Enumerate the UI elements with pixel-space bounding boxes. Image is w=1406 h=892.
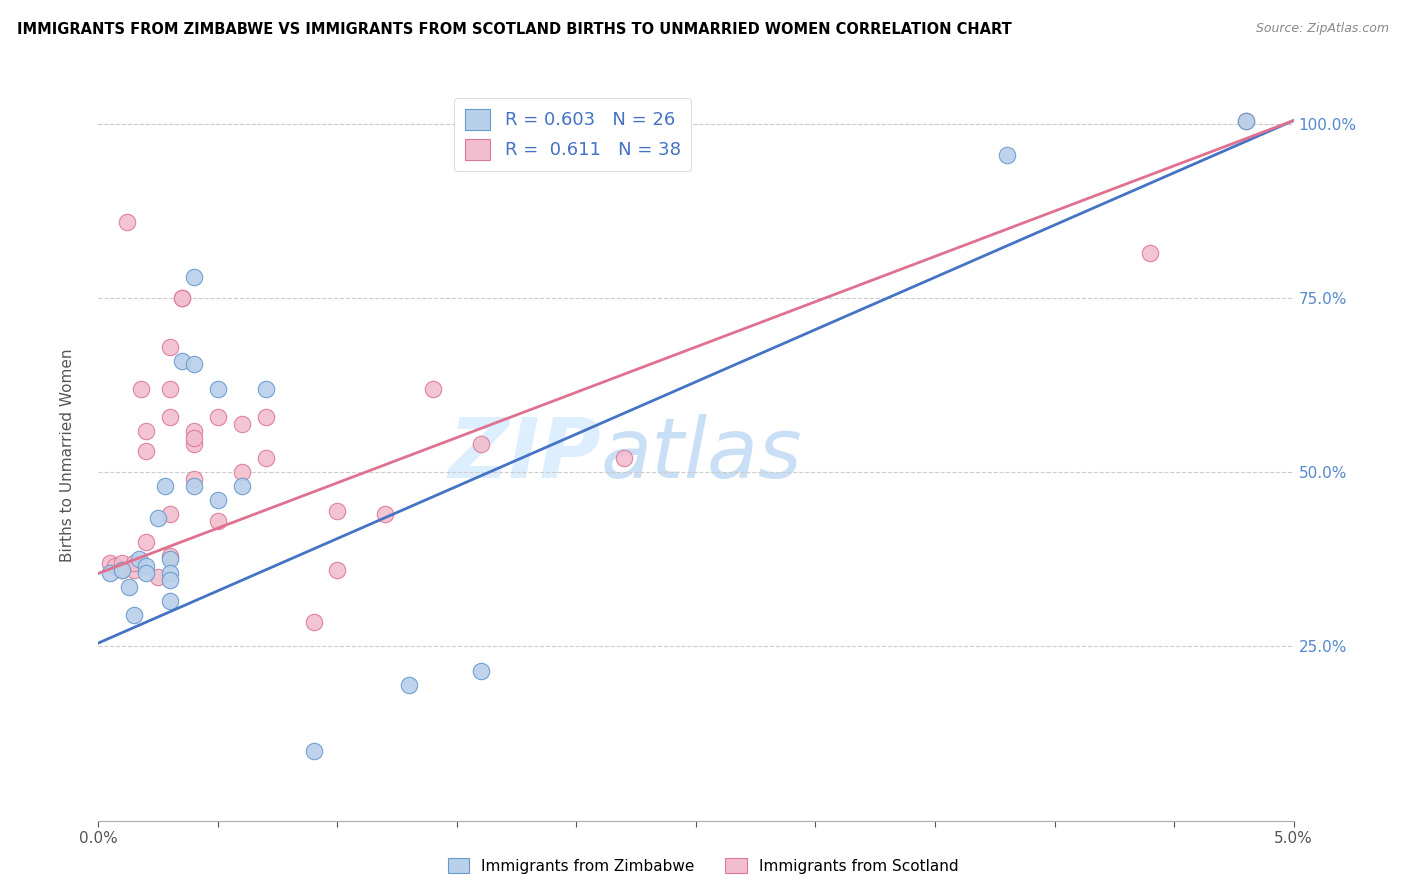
- Point: [326, 503, 349, 517]
- Point: [135, 566, 157, 581]
- Point: [118, 580, 141, 594]
- Point: [135, 424, 157, 438]
- Point: [98, 556, 122, 570]
- Legend: Immigrants from Zimbabwe, Immigrants from Scotland: Immigrants from Zimbabwe, Immigrants fro…: [441, 852, 965, 880]
- Text: IMMIGRANTS FROM ZIMBABWE VS IMMIGRANTS FROM SCOTLAND BIRTHS TO UNMARRIED WOMEN C: IMMIGRANTS FROM ZIMBABWE VS IMMIGRANTS F…: [17, 22, 1012, 37]
- Point: [124, 563, 146, 577]
- Point: [131, 382, 153, 396]
- Point: [302, 615, 325, 629]
- Point: [128, 552, 150, 566]
- Point: [124, 608, 146, 623]
- Point: [1234, 113, 1257, 128]
- Point: [135, 559, 157, 574]
- Point: [422, 382, 444, 396]
- Point: [159, 594, 181, 608]
- Point: [159, 552, 181, 566]
- Point: [613, 451, 636, 466]
- Point: [135, 444, 157, 458]
- Point: [159, 382, 181, 396]
- Legend: R = 0.603   N = 26, R =  0.611   N = 38: R = 0.603 N = 26, R = 0.611 N = 38: [454, 98, 692, 170]
- Point: [183, 479, 205, 493]
- Point: [172, 291, 194, 305]
- Point: [155, 479, 177, 493]
- Point: [374, 507, 396, 521]
- Point: [159, 340, 181, 354]
- Point: [159, 566, 181, 581]
- Point: [98, 566, 122, 581]
- Point: [254, 382, 277, 396]
- Point: [183, 270, 205, 285]
- Point: [183, 472, 205, 486]
- Point: [124, 556, 146, 570]
- Point: [470, 664, 492, 678]
- Point: [326, 563, 349, 577]
- Point: [470, 437, 492, 451]
- Point: [172, 354, 194, 368]
- Point: [1234, 113, 1257, 128]
- Point: [172, 291, 194, 305]
- Point: [231, 417, 253, 431]
- Point: [111, 563, 134, 577]
- Point: [254, 451, 277, 466]
- Point: [254, 409, 277, 424]
- Point: [207, 409, 229, 424]
- Point: [207, 382, 229, 396]
- Point: [135, 535, 157, 549]
- Point: [183, 357, 205, 371]
- Point: [159, 574, 181, 588]
- Text: Source: ZipAtlas.com: Source: ZipAtlas.com: [1256, 22, 1389, 36]
- Point: [995, 148, 1018, 162]
- Point: [398, 678, 420, 692]
- Point: [159, 409, 181, 424]
- Point: [183, 430, 205, 444]
- Point: [159, 507, 181, 521]
- Point: [111, 563, 134, 577]
- Text: ZIP: ZIP: [447, 415, 600, 495]
- Point: [302, 744, 325, 758]
- Point: [104, 559, 127, 574]
- Point: [183, 437, 205, 451]
- Point: [231, 479, 253, 493]
- Point: [207, 493, 229, 508]
- Point: [207, 514, 229, 528]
- Text: atlas: atlas: [600, 415, 801, 495]
- Point: [148, 510, 170, 524]
- Point: [183, 424, 205, 438]
- Point: [159, 549, 181, 563]
- Point: [1139, 246, 1161, 260]
- Y-axis label: Births to Unmarried Women: Births to Unmarried Women: [60, 348, 75, 562]
- Point: [231, 466, 253, 480]
- Point: [148, 570, 170, 584]
- Point: [111, 556, 134, 570]
- Point: [115, 214, 138, 228]
